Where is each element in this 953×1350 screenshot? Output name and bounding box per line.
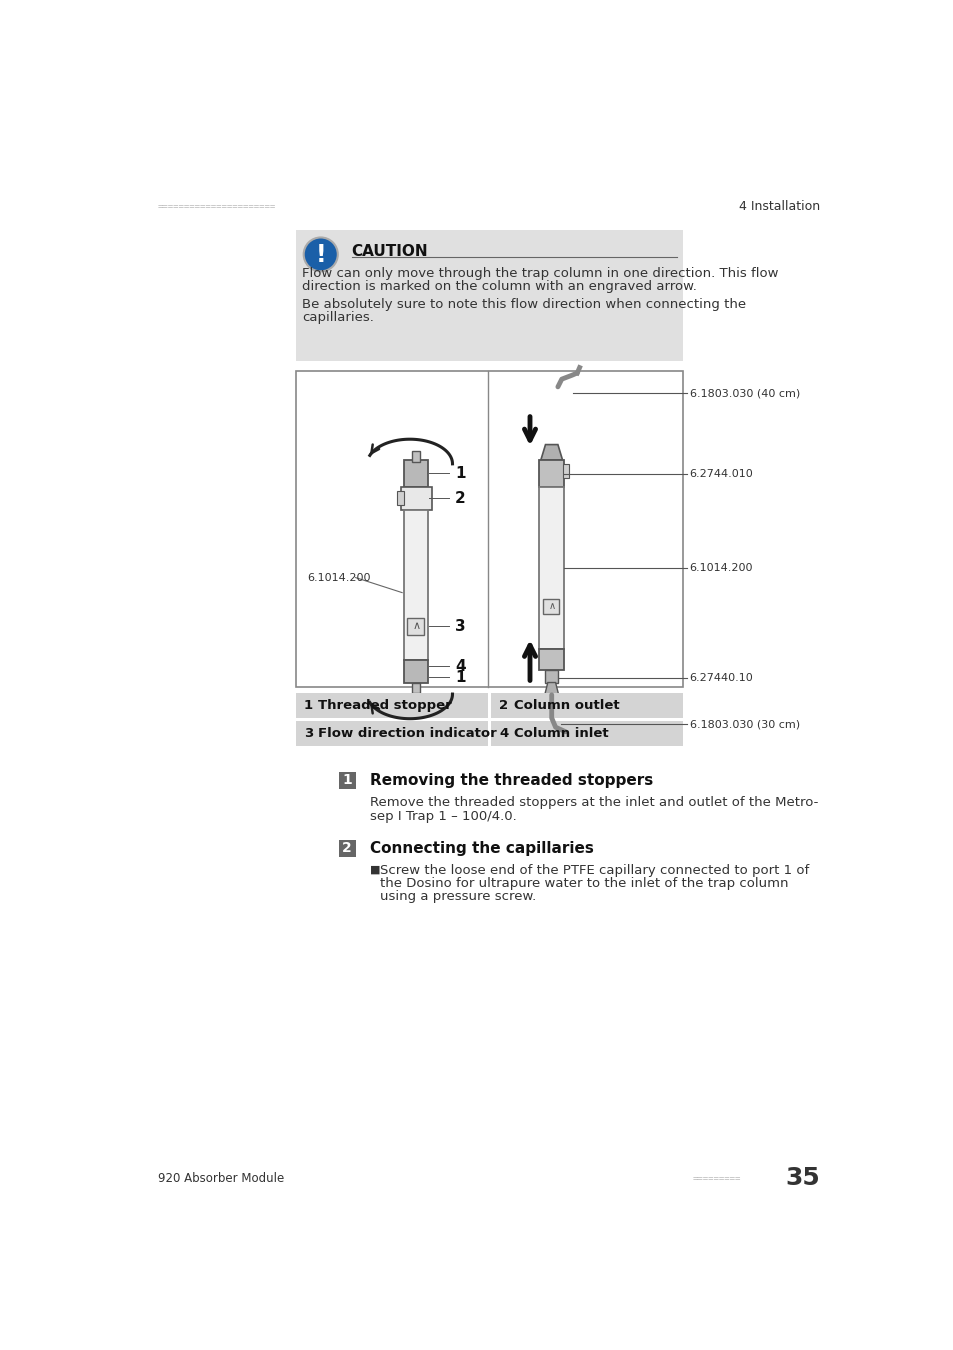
Text: using a pressure screw.: using a pressure screw. [380, 891, 537, 903]
Text: 1: 1 [342, 774, 352, 787]
Text: 1: 1 [455, 466, 465, 481]
Text: !: ! [315, 243, 326, 267]
Bar [295, 371, 682, 687]
Bar [412, 451, 419, 462]
Bar [295, 230, 682, 360]
Text: the Dosino for ultrapure water to the inlet of the trap column: the Dosino for ultrapure water to the in… [380, 878, 788, 891]
Text: Be absolutely sure to note this flow direction when connecting the: Be absolutely sure to note this flow dir… [302, 297, 745, 310]
Text: 4: 4 [498, 726, 508, 740]
Text: 6.1014.200: 6.1014.200 [689, 563, 752, 572]
Circle shape [303, 238, 337, 271]
Text: =========: ========= [692, 1174, 740, 1183]
Bar [295, 694, 488, 718]
Text: 4: 4 [455, 659, 465, 674]
Bar [404, 460, 427, 487]
Polygon shape [544, 683, 558, 695]
Text: 1: 1 [455, 670, 465, 684]
Text: 6.1014.200: 6.1014.200 [307, 572, 371, 583]
Bar [562, 464, 568, 478]
Text: 4 Installation: 4 Installation [738, 200, 819, 213]
Text: CAUTION: CAUTION [352, 243, 428, 259]
Text: 2: 2 [342, 841, 352, 855]
Text: ∧: ∧ [413, 621, 420, 632]
Bar [538, 648, 563, 670]
Bar [406, 618, 423, 634]
Text: Column outlet: Column outlet [514, 699, 619, 711]
Text: 1: 1 [303, 699, 313, 711]
Text: ■: ■ [369, 864, 379, 875]
Bar [338, 840, 355, 856]
Text: 920 Absorber Module: 920 Absorber Module [158, 1172, 284, 1185]
Text: 3: 3 [303, 726, 313, 740]
Text: Removing the threaded stoppers: Removing the threaded stoppers [369, 772, 652, 788]
Text: 2: 2 [455, 491, 465, 506]
Text: Flow can only move through the trap column in one direction. This flow: Flow can only move through the trap colu… [302, 267, 778, 279]
Text: 35: 35 [784, 1166, 819, 1191]
Text: ======================: ====================== [158, 202, 276, 211]
Bar [338, 772, 355, 788]
Bar [538, 487, 563, 648]
Text: Threaded stopper: Threaded stopper [317, 699, 451, 711]
Bar [295, 721, 488, 745]
Text: 6.2744.010: 6.2744.010 [689, 468, 753, 479]
Text: Remove the threaded stoppers at the inlet and outlet of the Metro-: Remove the threaded stoppers at the inle… [369, 796, 817, 810]
Text: 3: 3 [455, 618, 465, 633]
Text: ∧: ∧ [548, 601, 556, 612]
Text: Flow direction indicator: Flow direction indicator [317, 726, 496, 740]
Text: 6.1803.030 (40 cm): 6.1803.030 (40 cm) [689, 387, 799, 398]
Bar [403, 660, 428, 683]
Text: direction is marked on the column with an engraved arrow.: direction is marked on the column with a… [302, 279, 697, 293]
Polygon shape [540, 444, 562, 460]
Text: 2: 2 [498, 699, 508, 711]
Bar [400, 487, 431, 510]
Bar [412, 683, 419, 693]
Text: capillaries.: capillaries. [302, 310, 374, 324]
Text: sep I Trap 1 – 100/4.0.: sep I Trap 1 – 100/4.0. [369, 810, 516, 822]
Text: Screw the loose end of the PTFE capillary connected to port 1 of: Screw the loose end of the PTFE capillar… [380, 864, 809, 878]
Bar [491, 721, 682, 745]
Bar [545, 670, 558, 683]
Text: 6.1803.030 (30 cm): 6.1803.030 (30 cm) [689, 720, 799, 729]
Text: Column inlet: Column inlet [514, 726, 608, 740]
Bar [403, 510, 428, 660]
Bar [397, 491, 403, 505]
Bar [538, 460, 563, 487]
Text: Connecting the capillaries: Connecting the capillaries [369, 841, 593, 856]
Bar [491, 694, 682, 718]
Bar [542, 598, 558, 614]
Text: 6.27440.10: 6.27440.10 [689, 672, 753, 683]
